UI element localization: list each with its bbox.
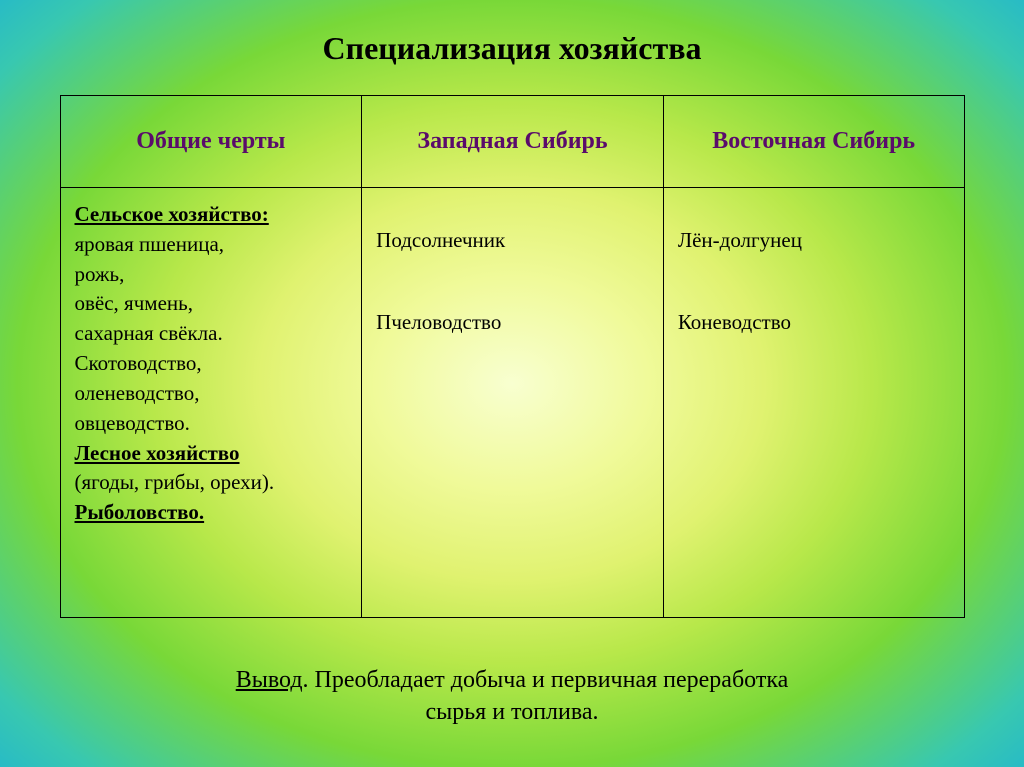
page-title: Специализация хозяйства — [0, 30, 1024, 67]
cell-east-siberia: Лён-долгунец Коневодство — [663, 188, 964, 618]
section-forest: Лесное хозяйство — [75, 441, 240, 465]
txt: оленеводство, — [75, 381, 200, 405]
txt: Пчеловодство — [376, 310, 501, 334]
cell-west-siberia: Подсолнечник Пчеловодство — [362, 188, 664, 618]
txt: Коневодство — [678, 310, 791, 334]
conclusion-block: Вывод. Преобладает добыча и первичная пе… — [0, 664, 1024, 729]
conclusion-text-1: . Преобладает добыча и первичная перераб… — [303, 667, 789, 693]
txt: (ягоды, грибы, орехи). — [75, 470, 275, 494]
txt: рожь, — [75, 262, 125, 286]
section-fishing: Рыболовство. — [75, 500, 205, 524]
table-row: Сельское хозяйство: яровая пшеница, рожь… — [60, 188, 964, 618]
txt: яровая пшеница, — [75, 232, 225, 256]
txt: Лён-долгунец — [678, 228, 802, 252]
txt: овёс, ячмень, — [75, 291, 193, 315]
section-agriculture: Сельское хозяйство: — [75, 202, 269, 226]
header-east-siberia: Восточная Сибирь — [663, 96, 964, 188]
txt: Скотоводство, — [75, 351, 202, 375]
header-common: Общие черты — [60, 96, 362, 188]
specialization-table: Общие черты Западная Сибирь Восточная Си… — [60, 95, 965, 618]
cell-common: Сельское хозяйство: яровая пшеница, рожь… — [60, 188, 362, 618]
conclusion-text-2: сырья и топлива. — [425, 699, 598, 725]
txt: овцеводство. — [75, 411, 190, 435]
conclusion-label: Вывод — [236, 667, 303, 693]
txt: Подсолнечник — [376, 228, 505, 252]
header-west-siberia: Западная Сибирь — [362, 96, 664, 188]
table-header-row: Общие черты Западная Сибирь Восточная Си… — [60, 96, 964, 188]
txt: сахарная свёкла. — [75, 321, 223, 345]
